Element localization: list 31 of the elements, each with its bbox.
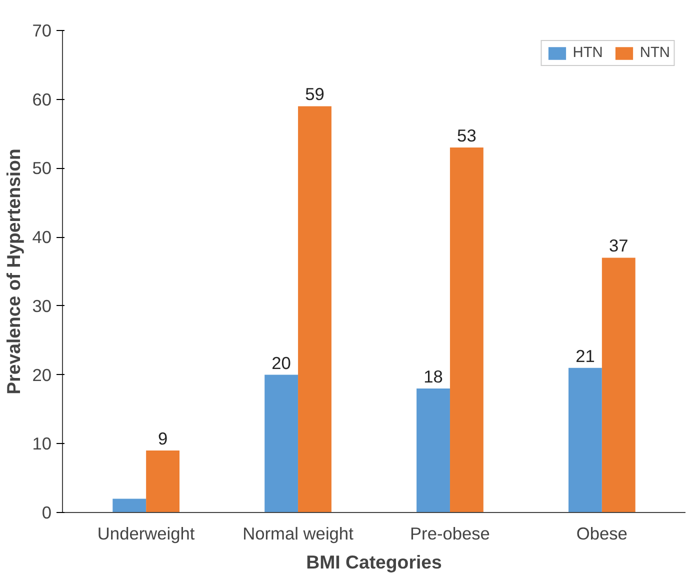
bar — [568, 368, 602, 512]
data-label: 20 — [272, 352, 291, 373]
y-tick-label: 0 — [42, 502, 52, 522]
x-tick-label: Pre-obese — [410, 524, 490, 544]
x-tick-label: Normal weight — [242, 524, 354, 544]
y-tick-label: 10 — [32, 434, 52, 454]
x-axis-title: BMI Categories — [306, 552, 442, 572]
x-tick-label: Obese — [576, 524, 628, 544]
y-tick-label: 40 — [32, 227, 52, 248]
y-tick-label: 20 — [32, 364, 52, 385]
bar — [416, 388, 450, 512]
legend-label: HTN — [572, 45, 603, 61]
y-tick-label: 70 — [32, 20, 52, 40]
data-label: 9 — [158, 428, 168, 449]
bar — [602, 258, 636, 512]
data-label: 37 — [609, 236, 628, 256]
data-label: 18 — [424, 366, 443, 387]
bar — [112, 498, 146, 512]
data-label: 21 — [576, 346, 595, 366]
bar — [450, 148, 484, 512]
y-axis-title: Prevalence of Hypertension — [3, 148, 24, 394]
bar — [146, 450, 180, 512]
y-tick-label: 50 — [32, 158, 52, 178]
y-tick-label: 30 — [32, 296, 52, 316]
x-tick-label: Underweight — [97, 524, 195, 544]
y-tick-label: 60 — [32, 89, 52, 110]
legend-label: NTN — [640, 45, 670, 61]
bar — [298, 106, 332, 512]
data-label: 53 — [457, 126, 476, 146]
data-label: 59 — [305, 84, 324, 104]
bar — [264, 374, 298, 512]
